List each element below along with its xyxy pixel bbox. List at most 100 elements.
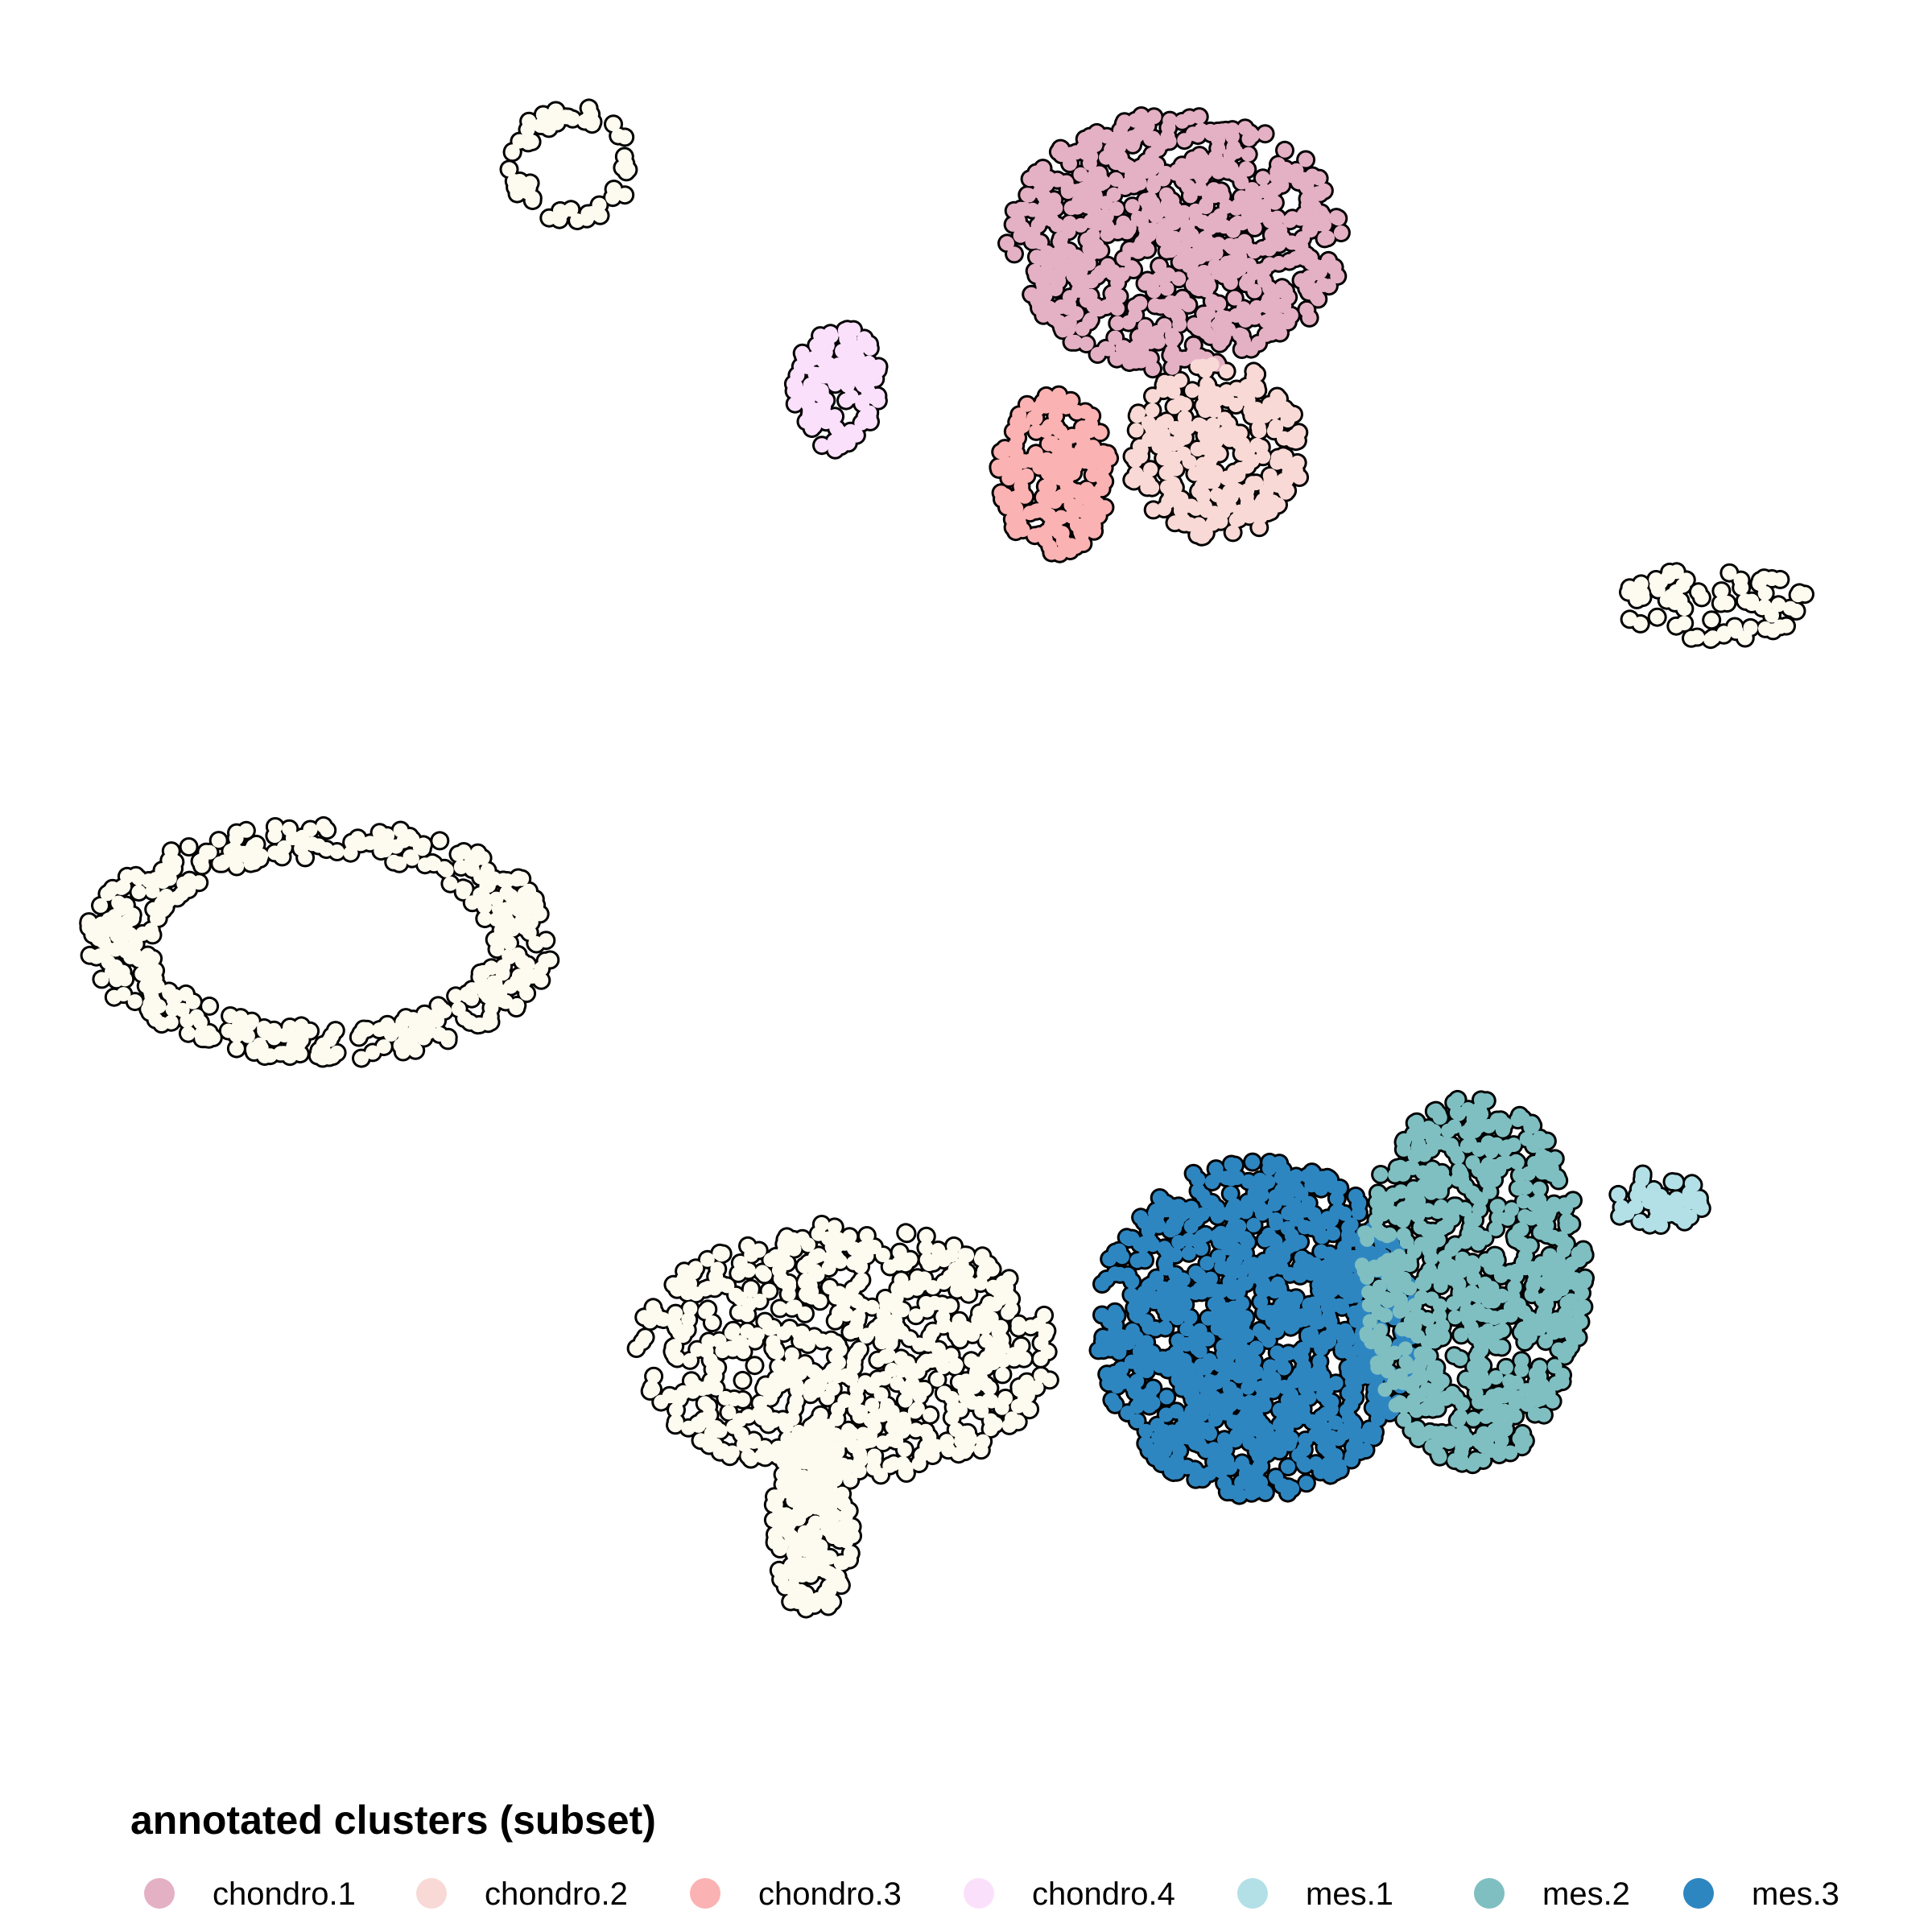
- data-point-chondro.1: [1143, 131, 1158, 147]
- data-point-chondro.1: [1166, 330, 1182, 345]
- data-point-chondro.1: [1203, 329, 1218, 344]
- data-point-chondro.1: [1034, 213, 1049, 228]
- data-point-chondro.1: [1171, 351, 1187, 366]
- data-point-chondro.1: [1187, 251, 1203, 266]
- data-point-chondro.1: [1280, 315, 1295, 330]
- data-point-chondro.1: [1257, 126, 1273, 142]
- data-point-other: [615, 160, 630, 175]
- data-point-chondro.1: [1232, 169, 1247, 184]
- data-point-other: [533, 118, 548, 133]
- data-point-other: [548, 103, 564, 118]
- data-point-chondro.1: [1063, 290, 1077, 305]
- data-point-chondro.1: [1128, 113, 1143, 128]
- data-point-chondro.1: [1051, 144, 1066, 159]
- data-point-chondro.1: [1261, 242, 1277, 257]
- data-point-chondro.1: [1099, 299, 1114, 314]
- data-point-chondro.1: [1051, 274, 1067, 289]
- data-point-chondro.1: [1220, 255, 1235, 270]
- data-point-chondro.1: [1109, 351, 1125, 366]
- data-point-other: [506, 174, 522, 189]
- data-point-chondro.1: [1120, 225, 1134, 240]
- data-point-chondro.1: [1237, 233, 1252, 249]
- data-point-chondro.1: [1152, 258, 1167, 274]
- data-point-chondro.1: [1181, 180, 1196, 194]
- data-point-chondro.1: [1067, 334, 1083, 349]
- data-point-chondro.1: [1161, 234, 1176, 250]
- data-point-chondro.1: [1133, 295, 1148, 311]
- data-point-chondro.1: [1271, 157, 1286, 172]
- data-point-chondro.1: [1251, 336, 1266, 351]
- data-point-other: [617, 188, 633, 203]
- data-point-chondro.1: [1075, 141, 1091, 156]
- data-point-chondro.1: [1293, 211, 1308, 226]
- data-point-chondro.1: [1039, 245, 1055, 260]
- data-point-chondro.1: [1069, 265, 1084, 280]
- data-point-chondro.1: [1302, 310, 1317, 325]
- data-point-chondro.1: [1171, 271, 1187, 287]
- data-points: [79, 98, 1814, 1619]
- data-point-chondro.1: [1188, 203, 1203, 218]
- data-point-chondro.1: [1026, 226, 1041, 242]
- data-point-other: [606, 182, 621, 197]
- data-point-chondro.1: [1211, 317, 1226, 332]
- data-point-chondro.1: [1161, 120, 1176, 135]
- data-point-chondro.1: [1281, 290, 1296, 305]
- data-point-chondro.1: [1313, 264, 1327, 279]
- data-point-chondro.1: [1007, 246, 1022, 262]
- data-point-chondro.1: [1024, 287, 1039, 302]
- data-point-chondro.1: [1182, 110, 1197, 126]
- data-point-chondro.1: [1299, 247, 1314, 262]
- data-point-chondro.1: [1241, 273, 1256, 288]
- data-point-chondro.1: [1063, 156, 1077, 171]
- data-point-chondro.1: [1262, 314, 1278, 329]
- data-point-chondro.1: [1262, 281, 1277, 296]
- data-point-chondro.1: [1128, 177, 1143, 192]
- data-point-other: [520, 122, 535, 138]
- data-point-chondro.1: [1104, 286, 1120, 301]
- data-point-chondro.1: [1166, 214, 1182, 229]
- data-point-chondro.1: [1040, 270, 1055, 285]
- data-point-other: [565, 111, 580, 126]
- data-point-other: [581, 101, 597, 116]
- data-point-chondro.1: [1295, 231, 1311, 246]
- data-point-chondro.1: [1108, 172, 1124, 187]
- data-point-chondro.1: [1241, 147, 1256, 162]
- data-point-chondro.1: [1079, 336, 1094, 352]
- data-point-other: [505, 144, 520, 159]
- data-point-chondro.1: [1075, 321, 1090, 336]
- data-point-chondro.1: [1228, 308, 1244, 323]
- data-point-other: [519, 184, 535, 200]
- data-point-chondro.1: [1076, 188, 1092, 204]
- data-point-chondro.1: [1327, 260, 1342, 275]
- data-point-chondro.1: [1321, 279, 1336, 294]
- data-point-chondro.1: [1051, 257, 1067, 272]
- data-point-chondro.1: [1138, 240, 1154, 255]
- data-point-other: [524, 134, 539, 150]
- data-point-chondro.1: [1278, 142, 1292, 158]
- data-point-chondro.1: [1109, 201, 1124, 217]
- data-point-chondro.1: [1138, 120, 1154, 135]
- data-point-chondro.1: [1262, 257, 1278, 272]
- data-point-chondro.1: [1020, 188, 1035, 203]
- data-point-other: [584, 206, 600, 221]
- data-point-chondro.1: [1311, 291, 1326, 307]
- data-point-chondro.1: [1210, 217, 1225, 233]
- data-point-chondro.1: [1257, 184, 1272, 199]
- data-point-chondro.1: [1224, 240, 1240, 255]
- data-point-chondro.1: [1000, 236, 1014, 251]
- data-point-chondro.1: [1247, 283, 1262, 299]
- data-point-chondro.1: [1159, 281, 1174, 296]
- data-point-chondro.1: [1013, 228, 1028, 243]
- data-point-chondro.1: [1298, 152, 1314, 167]
- data-point-chondro.1: [1208, 258, 1223, 274]
- data-point-chondro.1: [1282, 254, 1297, 269]
- data-point-chondro.1: [1133, 159, 1148, 175]
- data-point-chondro.1: [1268, 180, 1283, 196]
- data-point-other: [502, 162, 517, 177]
- data-point-chondro.1: [1125, 199, 1140, 214]
- data-point-chondro.1: [1294, 273, 1309, 288]
- data-point-chondro.1: [1235, 216, 1250, 231]
- data-point-chondro.1: [1090, 268, 1105, 283]
- data-point-other: [611, 128, 626, 143]
